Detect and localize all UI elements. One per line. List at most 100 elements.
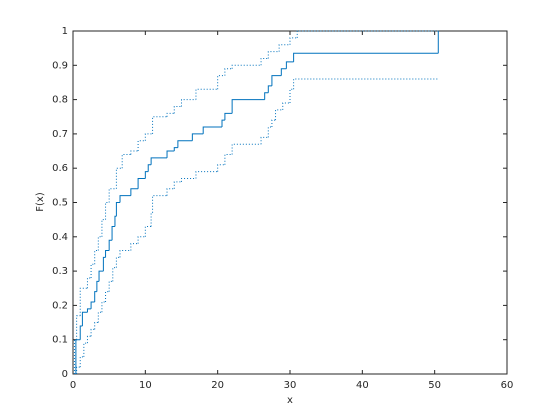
y-tick-label: 0.7	[52, 129, 68, 140]
y-tick-label: 0.2	[52, 300, 68, 311]
step-segment	[137, 177, 146, 189]
step-segment	[144, 226, 152, 237]
step-segment	[115, 202, 121, 217]
step-segment	[130, 150, 139, 155]
step-segment	[75, 339, 81, 374]
step-segment	[275, 109, 283, 121]
step-segment	[260, 57, 269, 66]
step-segment	[293, 52, 439, 62]
step-segment	[81, 311, 88, 326]
step-segment	[173, 181, 182, 189]
step-segment	[96, 280, 100, 292]
x-tick-label: 50	[428, 380, 441, 391]
step-segment	[147, 164, 152, 172]
step-segment	[102, 256, 106, 272]
step-segment	[86, 335, 92, 344]
step-segment	[224, 153, 233, 165]
step-segment	[144, 133, 153, 141]
y-tick-label: 0.6	[52, 163, 68, 174]
step-segment	[115, 167, 123, 189]
step-segment	[166, 150, 175, 158]
step-segment	[83, 342, 88, 357]
y-tick-label: 0.5	[52, 198, 68, 209]
step-segment	[105, 291, 110, 302]
step-segment	[108, 239, 113, 251]
step-segment	[119, 195, 131, 203]
step-segment	[267, 85, 272, 93]
x-tick-label: 30	[284, 380, 297, 391]
step-segment	[278, 44, 290, 52]
step-segment	[217, 75, 225, 90]
step-segment	[217, 164, 225, 172]
step-segment	[101, 301, 106, 313]
step-segment	[76, 366, 81, 374]
x-tick-label: 60	[501, 380, 514, 391]
step-segment	[79, 356, 84, 368]
step-segment	[166, 188, 175, 196]
y-tick-label: 1	[62, 26, 68, 37]
step-segment	[94, 322, 99, 330]
step-segment	[152, 116, 168, 134]
step-segment	[137, 140, 146, 152]
step-segment	[221, 119, 225, 128]
step-segment	[191, 133, 204, 141]
step-segment	[264, 92, 269, 100]
step-segment	[195, 171, 218, 179]
step-segment	[231, 143, 262, 155]
step-segment	[181, 99, 196, 107]
step-segment	[108, 280, 113, 292]
y-tick-label: 0.9	[52, 60, 68, 71]
step-segment	[76, 315, 81, 340]
step-segment	[177, 140, 193, 148]
step-segment	[293, 78, 439, 90]
y-tick-label: 0.3	[52, 266, 68, 277]
step-segment	[86, 308, 92, 313]
step-segment	[173, 105, 182, 114]
step-segment	[98, 270, 104, 282]
step-segment	[181, 177, 196, 182]
y-axis-label: F(x)	[35, 192, 46, 212]
y-tick-label: 0.4	[52, 232, 68, 243]
step-segment	[224, 68, 233, 76]
step-segment	[289, 88, 294, 104]
x-tick-label: 20	[211, 380, 224, 391]
plot-frame	[72, 30, 508, 375]
step-segment	[224, 112, 233, 121]
step-segment	[115, 256, 121, 268]
step-segment	[130, 243, 139, 251]
step-segment	[90, 263, 95, 278]
step-segment	[121, 153, 131, 169]
step-segment	[97, 311, 102, 323]
step-segment	[90, 301, 95, 309]
step-segment	[271, 119, 276, 128]
step-segment	[86, 277, 92, 289]
step-segment	[119, 250, 131, 258]
step-segment	[111, 226, 115, 241]
step-segment	[173, 147, 178, 152]
x-tick-label: 0	[70, 380, 76, 391]
step-segment	[144, 171, 149, 179]
step-segment	[267, 51, 280, 59]
step-segment	[79, 325, 83, 340]
step-segment	[231, 64, 262, 69]
step-segment	[105, 202, 110, 220]
step-segment	[260, 136, 269, 145]
y-tick-label: 0.8	[52, 95, 68, 106]
step-segment	[94, 291, 97, 302]
step-segment	[231, 99, 265, 114]
y-tick-label: 0	[62, 369, 68, 380]
step-segment	[94, 250, 99, 265]
step-segment	[130, 188, 139, 196]
y-tick-label: 0.1	[52, 335, 68, 346]
step-segment	[101, 219, 106, 237]
step-segment	[267, 126, 272, 138]
step-segment	[282, 102, 290, 110]
step-segment	[152, 195, 168, 213]
step-segment	[108, 188, 117, 203]
step-segment	[202, 126, 223, 134]
x-tick-label: 10	[139, 380, 152, 391]
step-segment	[271, 75, 282, 86]
step-segment	[280, 68, 287, 76]
step-segment	[285, 61, 294, 69]
